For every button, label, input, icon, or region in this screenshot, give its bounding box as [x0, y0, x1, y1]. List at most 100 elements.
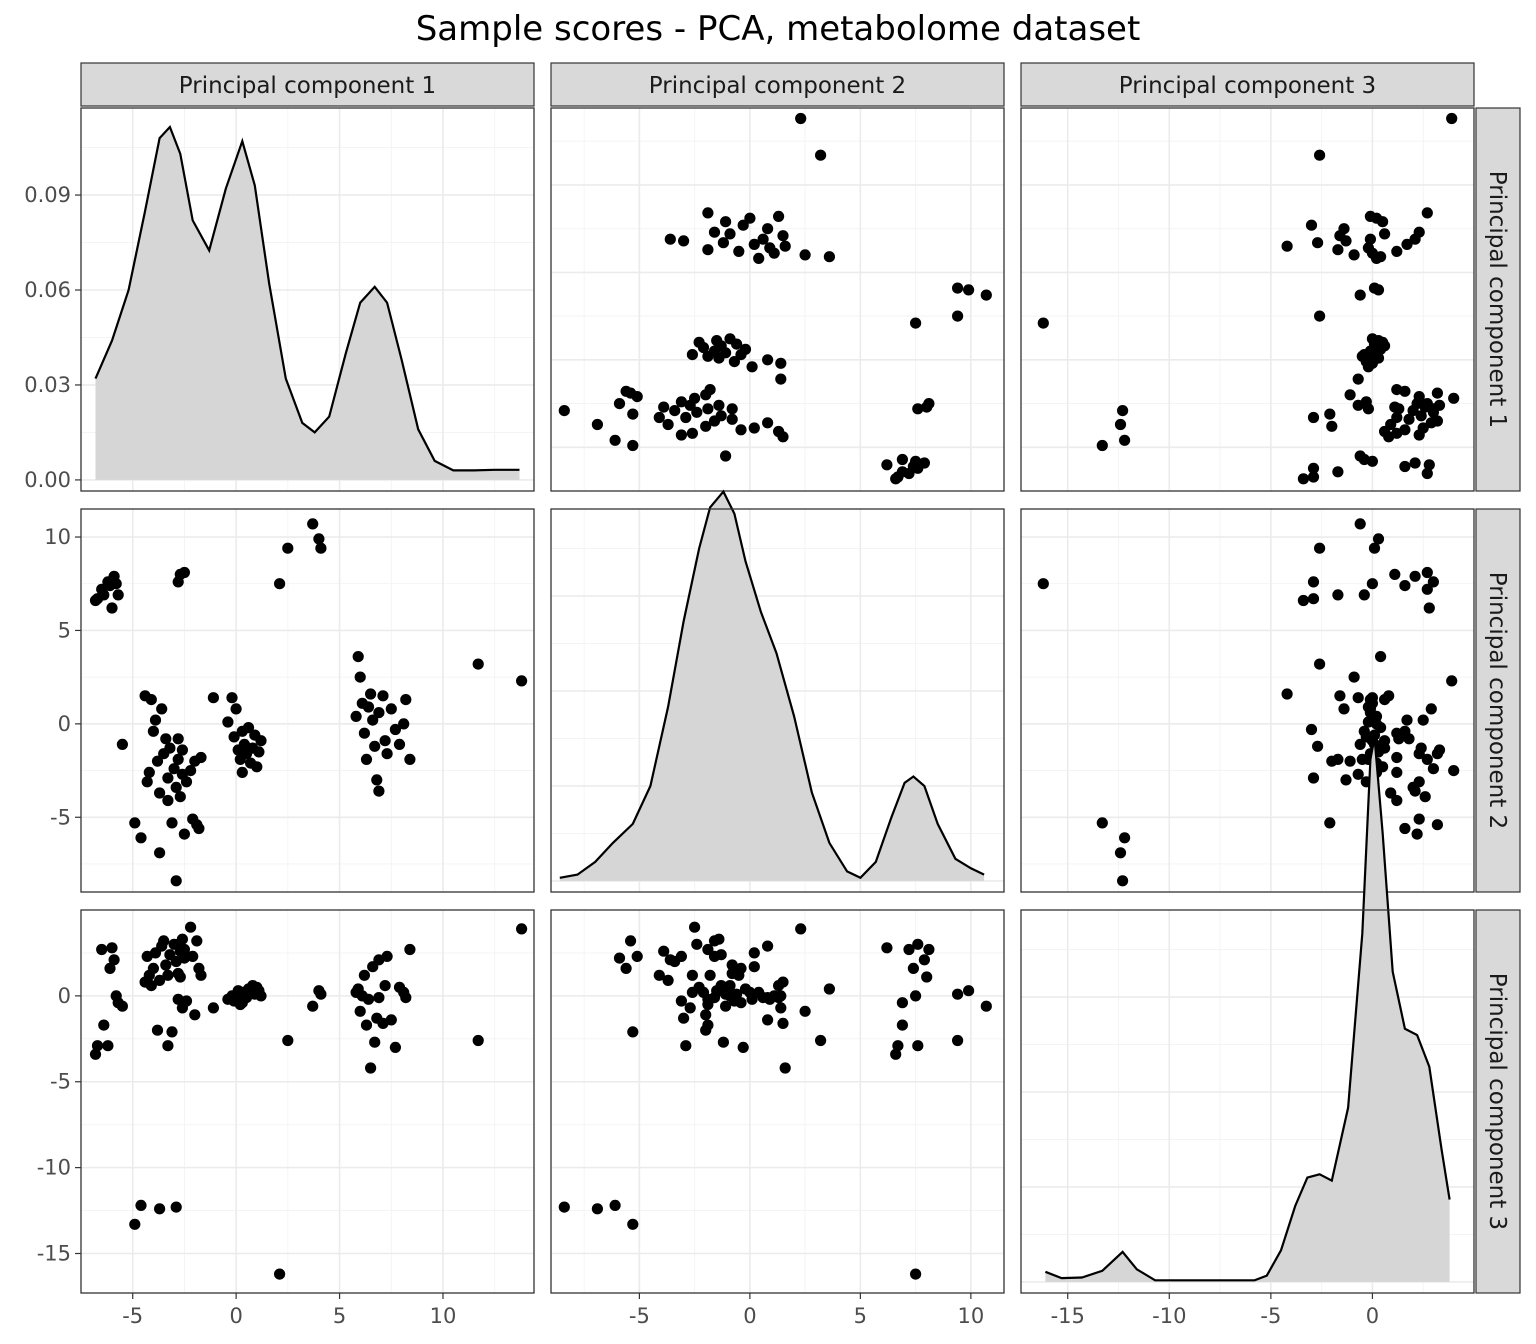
data-point	[691, 938, 703, 950]
data-point	[1413, 226, 1425, 238]
data-point	[172, 993, 184, 1005]
data-point	[748, 238, 760, 250]
data-point	[773, 210, 785, 222]
y-tick-label: 0.03	[24, 373, 71, 397]
data-point	[662, 418, 674, 431]
data-point	[700, 1009, 712, 1021]
data-point	[744, 212, 756, 224]
data-point	[715, 410, 727, 422]
data-point	[702, 403, 714, 415]
data-point	[176, 744, 188, 756]
data-point	[609, 434, 621, 446]
data-point	[1399, 580, 1411, 592]
data-point	[693, 981, 705, 993]
data-point	[779, 240, 791, 252]
panel-pc1-vs-pc1	[80, 107, 535, 492]
data-point	[653, 969, 665, 981]
data-point	[1423, 459, 1435, 471]
data-point	[773, 980, 785, 992]
column-strip-box	[1020, 62, 1475, 107]
data-point	[1354, 289, 1366, 301]
data-point	[1354, 738, 1366, 751]
data-point	[1391, 411, 1403, 424]
row-strip-2: Principal component 2	[1475, 508, 1521, 893]
data-point	[1332, 753, 1344, 766]
data-point	[744, 986, 756, 999]
data-point	[185, 921, 197, 933]
data-point	[910, 990, 922, 1002]
data-point	[195, 969, 207, 981]
data-point	[472, 658, 484, 670]
data-point	[689, 921, 701, 933]
data-point	[1411, 828, 1423, 840]
scatter-points	[1037, 112, 1460, 485]
data-point	[1421, 753, 1433, 766]
data-point	[1114, 847, 1127, 859]
data-point	[691, 406, 703, 418]
data-point	[149, 714, 162, 726]
x-axis-col-1: -5 0 5 10	[122, 1293, 456, 1328]
data-point	[1307, 772, 1320, 784]
data-point	[230, 703, 242, 715]
data-point	[1281, 240, 1293, 252]
data-point	[757, 992, 769, 1004]
data-point	[890, 1048, 902, 1060]
panel-pc2-vs-pc3	[1020, 508, 1475, 893]
x-axis-col-2: -5 0 5 10	[629, 1293, 984, 1328]
data-point	[1431, 415, 1443, 427]
data-point	[1114, 418, 1127, 431]
data-point	[129, 1218, 141, 1230]
data-point	[963, 284, 975, 296]
data-point	[162, 772, 174, 784]
data-point	[815, 1034, 827, 1047]
data-point	[669, 405, 681, 417]
data-point	[162, 794, 174, 807]
data-point	[1117, 405, 1129, 417]
data-point	[1364, 707, 1376, 719]
data-point	[129, 817, 141, 829]
y-tick-label: 5	[58, 618, 71, 642]
data-point	[385, 703, 397, 715]
data-point	[307, 518, 319, 530]
data-point	[178, 952, 190, 964]
data-point	[170, 875, 182, 887]
data-point	[1421, 566, 1433, 579]
data-point	[373, 785, 385, 797]
data-point	[1356, 753, 1368, 766]
data-point	[737, 219, 749, 231]
data-point	[1338, 223, 1350, 235]
data-point	[1314, 149, 1326, 161]
data-point	[379, 980, 391, 992]
data-point	[362, 993, 375, 1005]
data-point	[1399, 424, 1411, 436]
data-point	[702, 207, 714, 219]
panel-border	[80, 508, 535, 893]
data-point	[102, 1040, 114, 1052]
data-point	[350, 710, 362, 723]
data-point	[393, 738, 406, 751]
x-tick-label: -5	[629, 1304, 650, 1328]
data-point	[881, 459, 893, 471]
x-tick-label: 5	[333, 1304, 346, 1328]
row-strip-box	[1475, 909, 1521, 1294]
data-point	[385, 1014, 397, 1026]
panel-border	[1020, 107, 1475, 492]
data-point	[222, 716, 234, 728]
data-point	[207, 1002, 219, 1014]
data-point	[711, 335, 723, 347]
data-point	[591, 418, 604, 431]
data-point	[104, 962, 116, 975]
data-point	[1119, 832, 1131, 844]
data-point	[762, 1014, 774, 1026]
data-point	[369, 740, 381, 752]
data-point	[799, 249, 811, 261]
data-point	[773, 425, 785, 438]
panel-grid: Principal component 1 Principal component…	[24, 62, 1521, 1328]
data-point	[162, 969, 174, 981]
x-tick-label: -5	[1260, 1304, 1281, 1328]
data-point	[1358, 589, 1370, 601]
column-strip-3: Principal component 3	[1020, 62, 1475, 107]
data-point	[910, 317, 922, 329]
data-point	[762, 354, 774, 366]
data-point	[613, 952, 626, 964]
